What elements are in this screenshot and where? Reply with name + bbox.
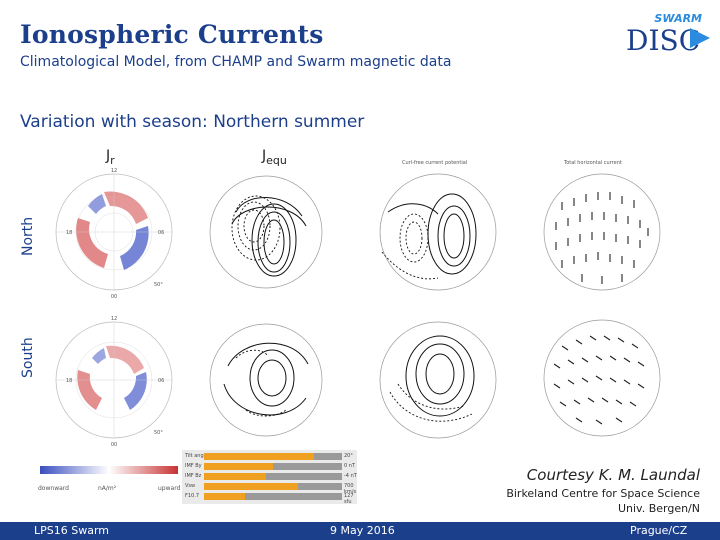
credit-affiliation: Birkeland Centre for Space Science Univ.… bbox=[506, 487, 700, 515]
condition-bar-fill bbox=[204, 483, 298, 490]
svg-text:DISC: DISC bbox=[626, 24, 700, 56]
condition-bar-fill bbox=[204, 493, 246, 500]
south-total-current-map bbox=[543, 319, 661, 437]
svg-text:00: 00 bbox=[111, 442, 117, 448]
condition-bar-track bbox=[204, 493, 342, 500]
condition-label: IMF Bz bbox=[185, 473, 202, 479]
south-jequ-map bbox=[209, 323, 323, 437]
credit-author: Courtesy K. M. Laundal bbox=[526, 466, 700, 484]
svg-text:50°: 50° bbox=[154, 430, 163, 436]
south-jr-map: 12 00 18 06 50° bbox=[55, 316, 173, 448]
condition-value: 700 km/s bbox=[344, 483, 357, 495]
svg-text:50°: 50° bbox=[154, 282, 163, 288]
condition-bar-track bbox=[204, 473, 342, 480]
svg-text:Curl-free current potential: Curl-free current potential bbox=[402, 160, 467, 166]
svg-text:Total horizontal current: Total horizontal current bbox=[563, 160, 622, 166]
footer-bar: LPS16 Swarm 9 May 2016 Prague/CZ bbox=[0, 522, 720, 540]
svg-text:downward: downward bbox=[38, 485, 69, 492]
condition-bar-track bbox=[204, 463, 342, 470]
condition-value: -4 nT bbox=[344, 473, 357, 479]
svg-text:18: 18 bbox=[66, 230, 72, 236]
column-header-jequ: Jequ bbox=[262, 148, 287, 167]
column-header-jr: Jr bbox=[106, 148, 115, 167]
footer-event: LPS16 Swarm bbox=[34, 524, 110, 537]
condition-label: Vsw bbox=[185, 483, 196, 489]
north-potential-map: Curl-free current potential bbox=[379, 160, 497, 291]
condition-bar-track bbox=[204, 483, 342, 490]
svg-text:SWARM: SWARM bbox=[654, 12, 702, 25]
condition-bar-fill bbox=[204, 463, 273, 470]
condition-bar-fill bbox=[204, 473, 267, 480]
condition-bar-fill bbox=[204, 453, 315, 460]
jr-colorbar: downward nA/m² upward bbox=[38, 466, 181, 492]
svg-text:18: 18 bbox=[66, 378, 72, 384]
svg-text:nA/m²: nA/m² bbox=[98, 485, 117, 492]
north-jr-map: 12 00 18 06 50° bbox=[55, 168, 173, 300]
condition-label: IMF By bbox=[185, 463, 202, 469]
north-total-current-map: Total horizontal current bbox=[543, 160, 661, 291]
page-title: Ionospheric Currents bbox=[20, 20, 324, 49]
svg-text:12: 12 bbox=[111, 316, 117, 322]
condition-value: 20° bbox=[344, 453, 353, 459]
svg-text:upward: upward bbox=[158, 485, 181, 492]
row-label-south: South bbox=[20, 337, 36, 378]
footer-location: Prague/CZ bbox=[630, 524, 688, 537]
svg-text:12: 12 bbox=[111, 168, 117, 174]
condition-label: F10.7 bbox=[185, 493, 200, 499]
svg-text:00: 00 bbox=[111, 294, 117, 300]
svg-text:06: 06 bbox=[158, 230, 164, 236]
condition-value: 0 nT bbox=[344, 463, 355, 469]
condition-value: 127 sfu bbox=[344, 493, 354, 505]
condition-bar-track bbox=[204, 453, 342, 460]
row-label-north: North bbox=[20, 216, 36, 256]
section-title: Variation with season: Northern summer bbox=[20, 112, 365, 132]
page-subtitle: Climatological Model, from CHAMP and Swa… bbox=[20, 54, 452, 70]
north-jequ-map bbox=[209, 175, 323, 289]
footer-date: 9 May 2016 bbox=[330, 524, 395, 537]
driving-conditions-panel: Tilt angle 20° IMF By 0 nT IMF Bz -4 nT Vsw 700… bbox=[182, 450, 357, 505]
svg-text:06: 06 bbox=[158, 378, 164, 384]
south-potential-map bbox=[379, 321, 497, 439]
condition-label: Tilt angle bbox=[185, 453, 209, 459]
swarm-disc-logo: SWARM DISC bbox=[626, 12, 710, 56]
